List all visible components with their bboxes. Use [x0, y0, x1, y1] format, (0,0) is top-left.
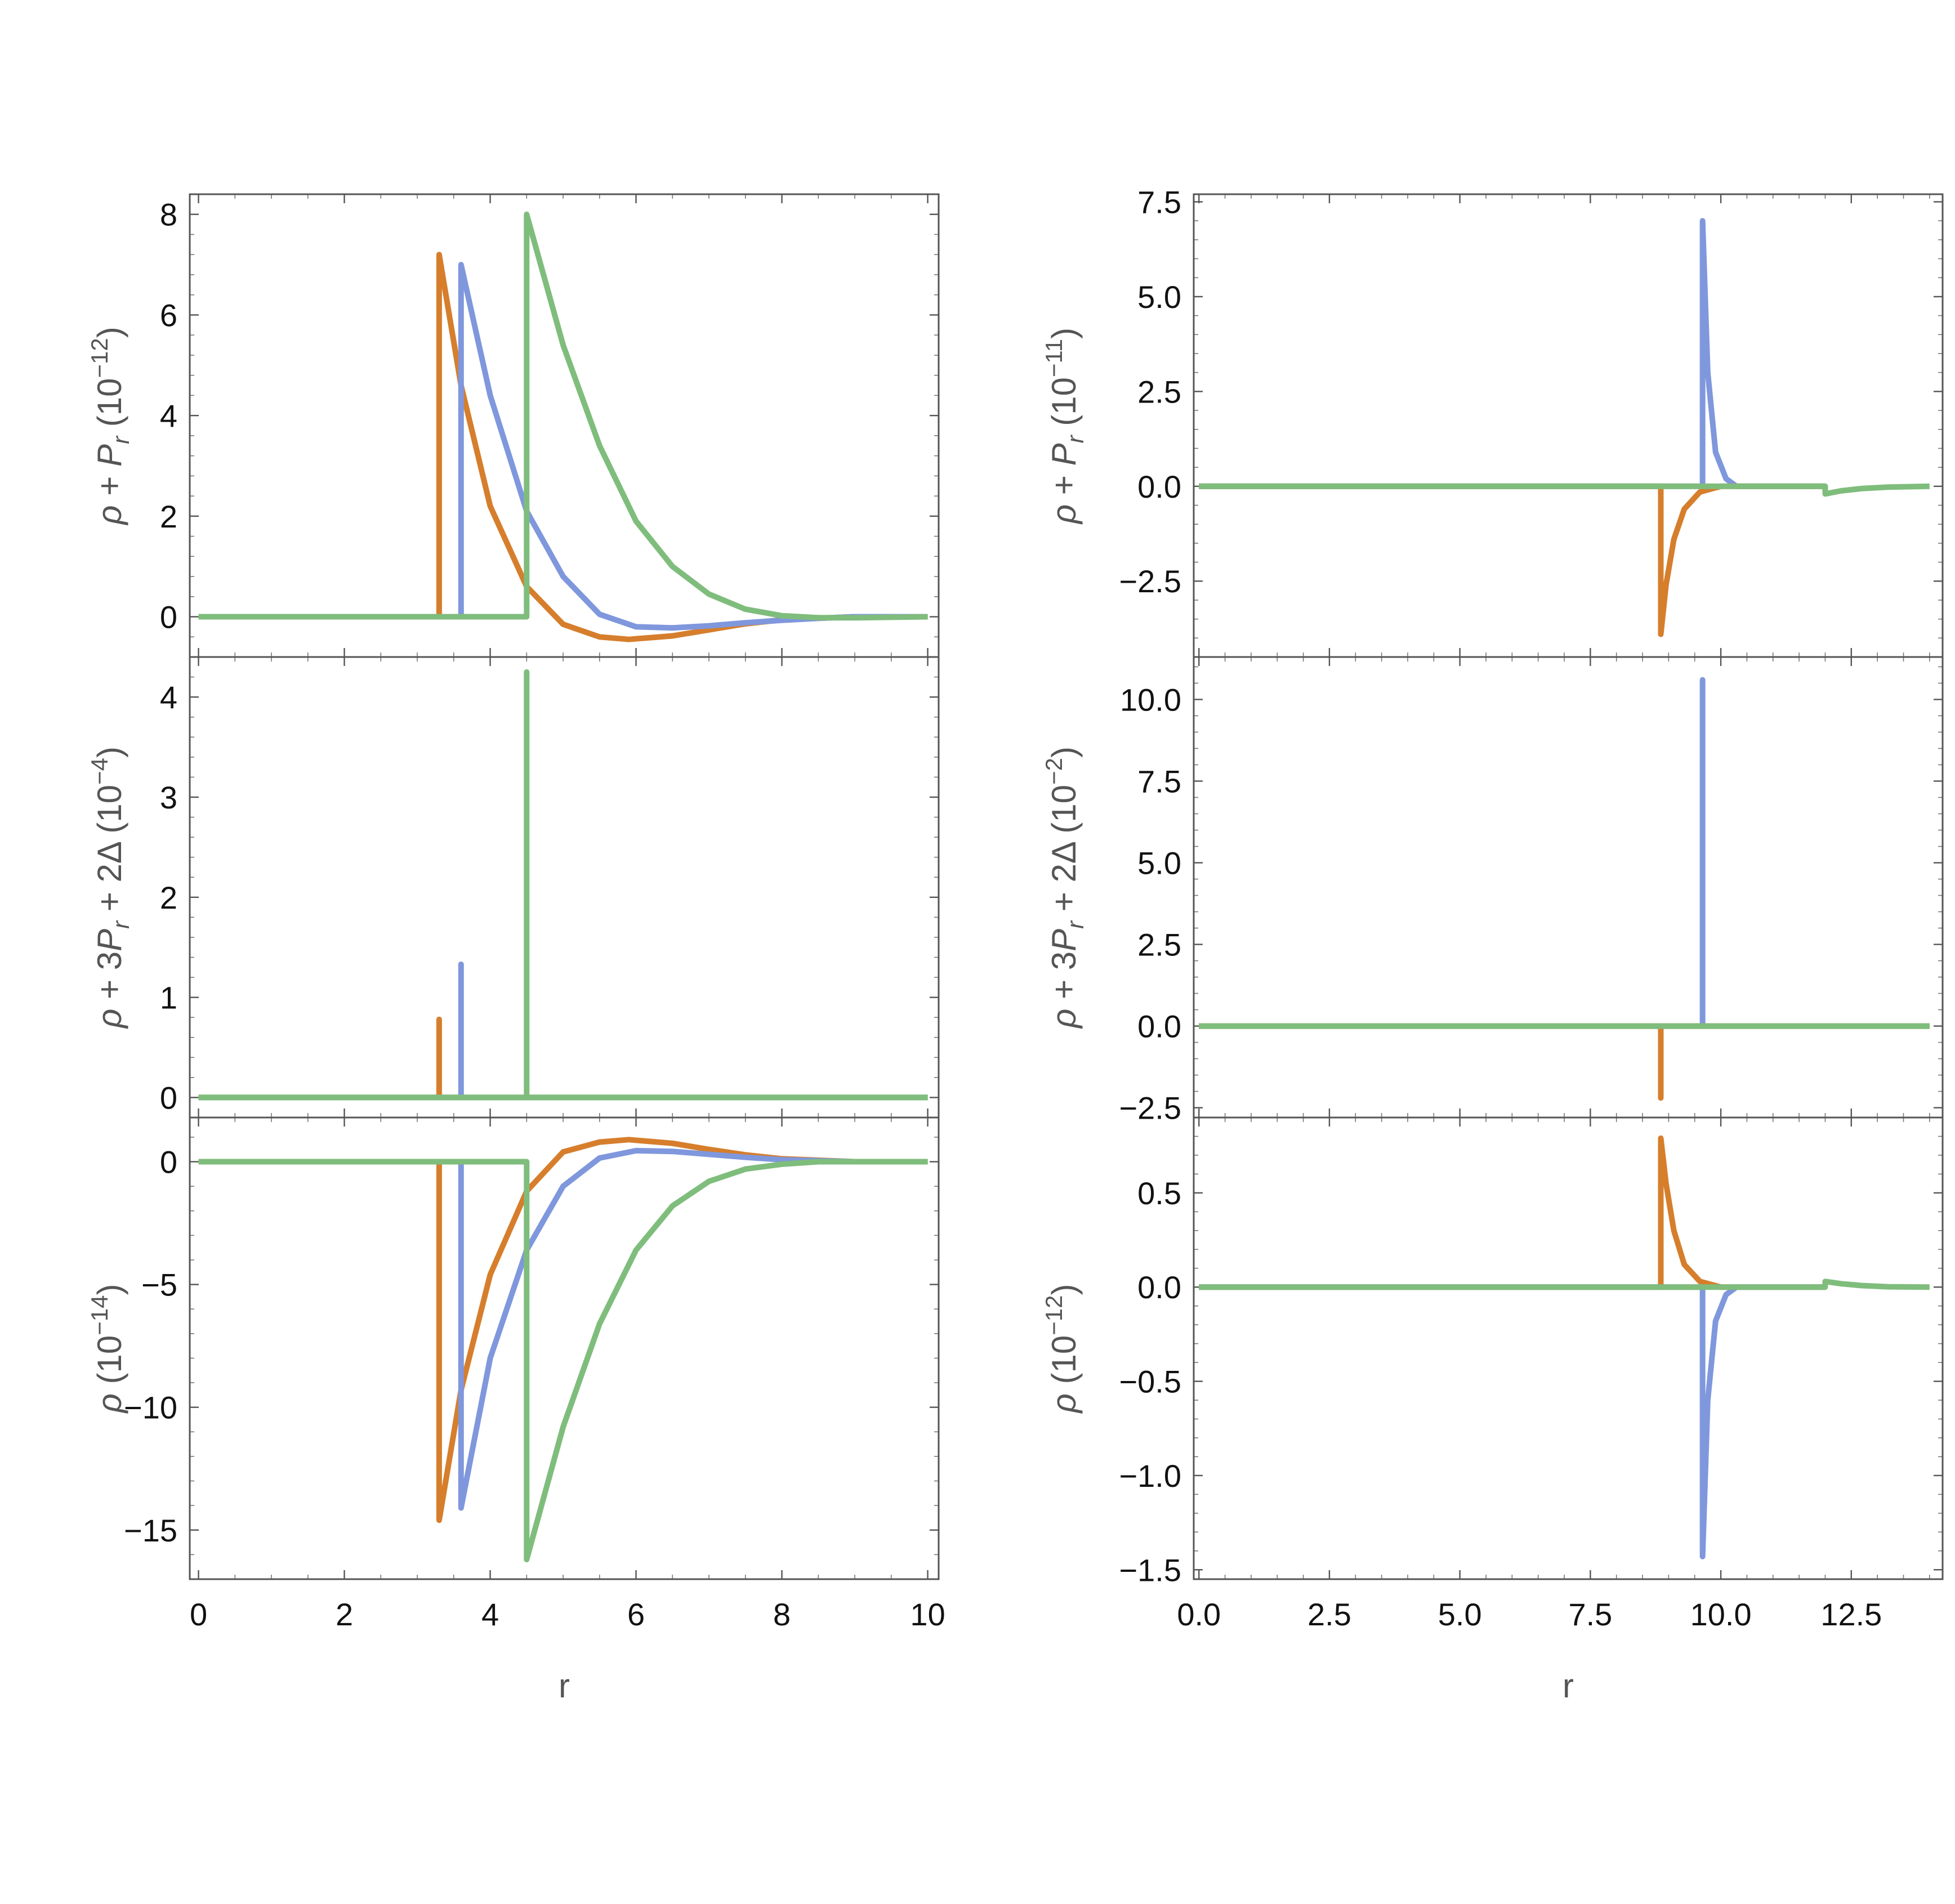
- series-line-green: [198, 669, 928, 1101]
- y-tick-label: 5.0: [1137, 845, 1181, 881]
- y-tick-label: 8: [160, 197, 177, 233]
- y-tick-label: 5.0: [1137, 279, 1181, 315]
- y-tick-label: −1.5: [1119, 1552, 1181, 1588]
- y-tick-label: −1.0: [1119, 1458, 1181, 1494]
- y-tick-label: 4: [160, 398, 177, 433]
- series-line-blue: [198, 262, 928, 631]
- series-line-orange: [1199, 1023, 1930, 1101]
- x-tick-label: 7.5: [1568, 1597, 1612, 1632]
- y-tick-label: −10: [124, 1390, 177, 1425]
- y-tick-label: −0.5: [1119, 1364, 1181, 1400]
- series-group: [1199, 677, 1930, 1101]
- y-tick-label: 0.0: [1137, 1009, 1181, 1044]
- series-line-orange: [198, 1016, 928, 1101]
- plot-frame: [1193, 656, 1944, 1119]
- x-axis-label: r: [559, 1667, 570, 1705]
- plot-frame: [1193, 193, 1944, 658]
- plot-frame: [189, 193, 940, 658]
- series-line-blue: [198, 961, 928, 1101]
- y-tick-label: 6: [160, 297, 177, 333]
- series-group: [198, 669, 928, 1101]
- y-tick-label: 2.5: [1137, 927, 1181, 963]
- series-line-green: [1199, 1279, 1930, 1290]
- x-tick-label: 2.5: [1307, 1597, 1351, 1632]
- panel-left-bottom: 0 −5 −10 −15 0 2 4 6 8 10 r ρ (10−14): [86, 1116, 945, 1705]
- series-line-green: [1199, 483, 1930, 497]
- y-axis-label: ρ (10−12): [1041, 1284, 1083, 1414]
- y-axis-label: ρ + Pr (10−12): [86, 327, 134, 525]
- series-line-orange: [1199, 483, 1825, 637]
- y-tick-label: 1: [160, 980, 177, 1016]
- y-tick-label: 7.5: [1137, 184, 1181, 220]
- y-tick-label: −5: [141, 1267, 177, 1303]
- y-tick-label: 0.0: [1137, 469, 1181, 504]
- y-tick-label: 0: [160, 600, 177, 635]
- panel-right-bottom: 0.5 0.0 −0.5 −1.0 −1.5 0.0 2.5 5.0 7.5 10.0 12.5 r ρ…: [1041, 1116, 1944, 1705]
- series-line-orange: [1199, 1135, 1825, 1290]
- plot-frame: [189, 1116, 940, 1580]
- x-tick-label: 2: [336, 1597, 353, 1632]
- series-line-blue: [198, 1147, 928, 1511]
- panel-left-middle: 0 1 2 3 4 ρ + 3Pr + 2Δ (10−4): [86, 656, 940, 1119]
- y-tick-label: 3: [160, 780, 177, 815]
- panel-right-top: −2.5 0.0 2.5 5.0 7.5 ρ + Pr (10−11): [1041, 184, 1944, 658]
- x-tick-label: 4: [481, 1597, 499, 1632]
- y-tick-label: 7.5: [1137, 763, 1181, 799]
- series-line-blue: [1199, 677, 1930, 1029]
- panel-left-top: 0 2 4 6 8 ρ + Pr (10−12): [86, 193, 940, 658]
- y-tick-label: 4: [160, 680, 177, 715]
- series-line-orange: [198, 1137, 928, 1523]
- plot-frame: [189, 656, 940, 1119]
- y-tick-label: 2: [160, 499, 177, 534]
- y-axis-label: ρ + 3Pr + 2Δ (10−2): [1041, 747, 1088, 1029]
- x-tick-label: 5.0: [1438, 1597, 1482, 1632]
- series-line-orange: [198, 252, 928, 642]
- series-group: [1199, 218, 1930, 637]
- x-tick-label: 12.5: [1820, 1597, 1882, 1632]
- x-tick-label: 0: [190, 1597, 207, 1632]
- y-tick-label: −2.5: [1119, 564, 1181, 599]
- x-axis-label: r: [1563, 1667, 1574, 1705]
- y-tick-label: 0: [160, 1145, 177, 1180]
- y-tick-label: 0.0: [1137, 1270, 1181, 1305]
- y-tick-label: −2.5: [1119, 1090, 1181, 1126]
- plot-frame: [1193, 1116, 1944, 1580]
- y-tick-label: 10.0: [1120, 682, 1181, 717]
- y-tick-label: 2: [160, 880, 177, 915]
- series-line-green: [198, 211, 928, 621]
- y-tick-label: 0: [160, 1080, 177, 1115]
- x-tick-label: 10.0: [1690, 1597, 1752, 1632]
- series-line-blue: [1199, 1284, 1825, 1559]
- y-axis-label: ρ + 3Pr + 2Δ (10−4): [86, 747, 134, 1029]
- x-tick-label: 8: [773, 1597, 791, 1632]
- x-tick-label: 6: [627, 1597, 645, 1632]
- y-tick-label: 0.5: [1137, 1176, 1181, 1211]
- y-tick-label: 2.5: [1137, 374, 1181, 409]
- series-line-blue: [1199, 218, 1825, 489]
- x-tick-label: 0.0: [1177, 1597, 1221, 1632]
- y-axis-label: ρ (10−14): [86, 1284, 128, 1414]
- series-line-green: [198, 1159, 928, 1563]
- series-group: [198, 1137, 928, 1563]
- y-axis-label: ρ + Pr (10−11): [1041, 328, 1088, 525]
- series-group: [198, 211, 928, 642]
- y-tick-label: −15: [124, 1513, 177, 1548]
- x-tick-label: 10: [910, 1597, 945, 1632]
- panel-right-middle: −2.5 0.0 2.5 5.0 7.5 10.0 ρ + 3Pr + 2Δ (10−2): [1041, 656, 1944, 1126]
- series-group: [1199, 1135, 1930, 1559]
